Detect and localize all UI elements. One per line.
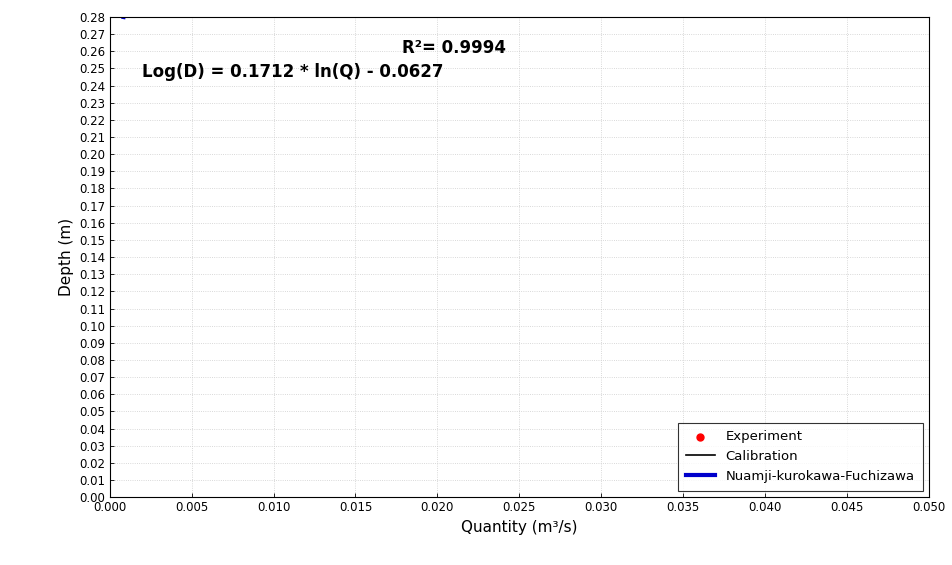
Text: R²= 0.9994: R²= 0.9994 <box>402 38 506 56</box>
Legend: Experiment, Calibration, Nuamji-kurokawa-Fuchizawa: Experiment, Calibration, Nuamji-kurokawa… <box>677 423 922 490</box>
Calibration <box>118 14 129 20</box>
X-axis label: Quantity (m³/s): Quantity (m³/s) <box>461 520 577 535</box>
Y-axis label: Depth (m): Depth (m) <box>59 218 73 296</box>
Experiment <box>118 0 133 8</box>
Text: Log(D) = 0.1712 * ln(Q) - 0.0627: Log(D) = 0.1712 * ln(Q) - 0.0627 <box>142 63 444 81</box>
Line: Nuamji-kurokawa-Fuchizawa: Nuamji-kurokawa-Fuchizawa <box>124 0 928 17</box>
Line: Calibration: Calibration <box>124 0 928 17</box>
Nuamji-kurokawa-Fuchizawa <box>118 14 129 20</box>
